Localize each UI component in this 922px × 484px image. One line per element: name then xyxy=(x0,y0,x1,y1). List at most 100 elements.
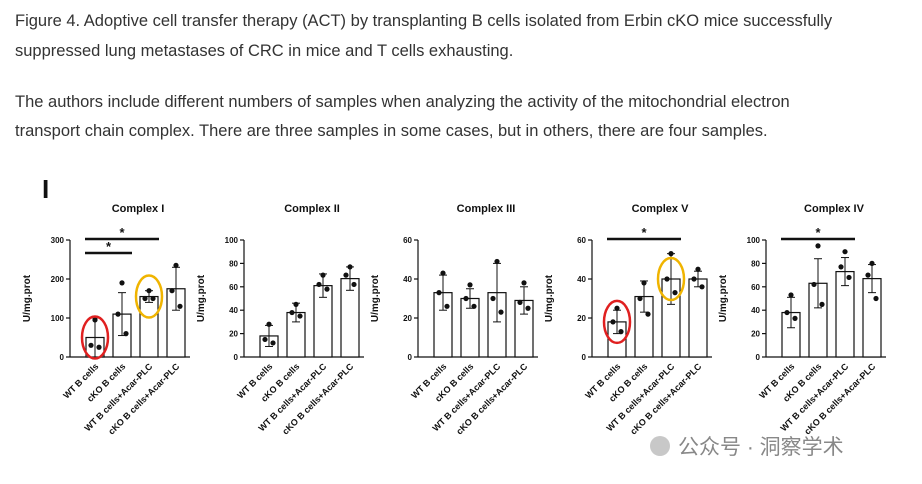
data-point xyxy=(517,299,523,305)
watermark-icon xyxy=(650,436,670,456)
bar xyxy=(688,278,708,358)
highlight-ring xyxy=(80,315,110,360)
y-axis-label: U/mg.prot xyxy=(370,274,381,322)
caption-line: Figure 4. Adoptive cell transfer therapy… xyxy=(15,12,833,30)
data-point xyxy=(819,301,825,307)
data-point xyxy=(320,272,326,278)
data-point xyxy=(177,303,183,309)
y-axis-label: U/mg.prot xyxy=(544,274,555,322)
y-tick-label: 0 xyxy=(582,353,587,362)
significance-label: * xyxy=(106,239,112,254)
data-point xyxy=(467,282,473,288)
y-tick-label: 60 xyxy=(577,236,586,245)
data-point xyxy=(444,303,450,309)
chart-title: Complex IV xyxy=(804,203,865,215)
data-point xyxy=(498,309,504,315)
data-point xyxy=(436,290,442,296)
data-point xyxy=(169,288,175,294)
y-axis-label: U/mg.prot xyxy=(22,274,33,322)
data-point xyxy=(347,264,353,270)
y-tick-label: 80 xyxy=(751,259,760,268)
chart-title: Complex II xyxy=(284,203,340,215)
y-tick-label: 80 xyxy=(229,259,238,268)
data-point xyxy=(788,292,794,298)
highlight-ring xyxy=(134,274,164,319)
data-point xyxy=(119,280,125,286)
data-point xyxy=(811,281,817,288)
y-tick-label: 20 xyxy=(403,314,412,323)
y-tick-label: 100 xyxy=(51,314,65,323)
y-tick-label: 40 xyxy=(403,275,412,284)
y-tick-label: 0 xyxy=(408,353,413,362)
data-point xyxy=(92,317,98,323)
y-tick-label: 60 xyxy=(403,236,412,245)
y-tick-label: 0 xyxy=(234,353,239,362)
y-tick-label: 100 xyxy=(747,236,761,245)
data-point xyxy=(146,288,152,294)
y-tick-label: 20 xyxy=(229,330,238,339)
watermark: 公众号 · 洞察学术 xyxy=(678,436,844,459)
data-point xyxy=(842,249,848,255)
data-point xyxy=(672,290,678,296)
data-point xyxy=(297,313,303,319)
significance-label: * xyxy=(641,225,647,240)
y-tick-label: 60 xyxy=(751,283,760,292)
chart-title: Complex III xyxy=(457,203,516,215)
significance-label: * xyxy=(815,225,821,240)
data-point xyxy=(525,305,531,311)
y-tick-label: 40 xyxy=(751,306,760,315)
data-point xyxy=(262,336,268,343)
data-point xyxy=(664,276,670,282)
y-tick-label: 40 xyxy=(577,275,586,284)
data-point xyxy=(293,301,299,307)
y-tick-label: 0 xyxy=(60,353,65,362)
data-point xyxy=(792,315,798,321)
data-point xyxy=(641,280,647,286)
data-point xyxy=(618,329,624,335)
y-tick-label: 0 xyxy=(756,353,761,362)
y-tick-label: 40 xyxy=(229,306,238,315)
data-point xyxy=(440,270,446,276)
panel-label: I xyxy=(42,174,49,204)
data-point xyxy=(115,311,121,317)
data-point xyxy=(869,260,875,266)
data-point xyxy=(784,309,790,316)
y-tick-label: 20 xyxy=(577,314,586,323)
data-point xyxy=(815,243,821,249)
data-point xyxy=(490,295,496,302)
data-point xyxy=(637,295,643,302)
data-point xyxy=(699,284,705,290)
data-point xyxy=(270,340,276,346)
chart-title: Complex V xyxy=(632,203,690,215)
data-point xyxy=(96,344,102,350)
y-tick-label: 300 xyxy=(51,236,65,245)
chart-title: Complex I xyxy=(112,203,165,215)
data-point xyxy=(668,251,674,257)
data-point xyxy=(838,264,844,270)
data-point xyxy=(645,311,651,317)
data-point xyxy=(846,274,852,281)
y-axis-label: U/mg.prot xyxy=(196,274,207,322)
highlight-ring xyxy=(656,256,686,302)
data-point xyxy=(865,272,871,278)
data-point xyxy=(173,262,179,268)
data-point xyxy=(150,295,156,302)
data-point xyxy=(266,321,272,327)
data-point xyxy=(521,280,527,286)
data-point xyxy=(343,272,349,278)
data-point xyxy=(123,331,129,337)
data-point xyxy=(614,305,620,311)
data-point xyxy=(691,276,697,282)
highlight-ring xyxy=(602,299,632,345)
y-tick-label: 100 xyxy=(225,236,239,245)
data-point xyxy=(463,295,469,302)
data-point xyxy=(289,309,295,316)
data-point xyxy=(494,258,500,265)
data-point xyxy=(610,319,616,325)
data-point xyxy=(142,295,148,302)
data-point xyxy=(695,266,701,272)
y-tick-label: 200 xyxy=(51,275,65,284)
significance-label: * xyxy=(119,225,125,240)
